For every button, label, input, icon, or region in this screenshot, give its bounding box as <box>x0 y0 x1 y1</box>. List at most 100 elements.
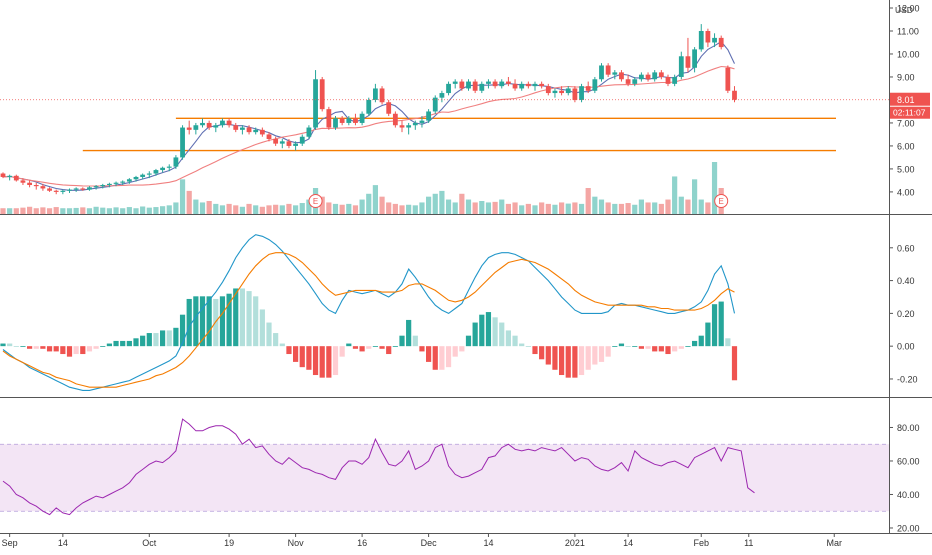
candle[interactable] <box>200 118 205 128</box>
candle[interactable] <box>339 116 345 126</box>
candle[interactable] <box>705 28 711 48</box>
candle[interactable] <box>140 173 146 180</box>
candle[interactable] <box>0 172 6 179</box>
candle[interactable] <box>113 181 119 187</box>
candle[interactable] <box>259 127 265 137</box>
candle[interactable] <box>519 81 525 91</box>
candle[interactable] <box>153 168 159 176</box>
candle[interactable] <box>240 125 245 135</box>
candle[interactable] <box>452 79 458 89</box>
candle[interactable] <box>306 125 312 140</box>
candle[interactable] <box>392 111 398 128</box>
candle[interactable] <box>266 132 272 142</box>
candle[interactable] <box>539 81 545 89</box>
candle[interactable] <box>233 122 239 133</box>
candle[interactable] <box>93 185 99 190</box>
candle[interactable] <box>459 79 465 91</box>
candle[interactable] <box>545 83 551 96</box>
last-price-badge[interactable] <box>890 92 930 106</box>
candle[interactable] <box>193 122 199 135</box>
candle[interactable] <box>532 81 538 91</box>
candle[interactable] <box>166 164 172 172</box>
candle[interactable] <box>146 171 152 179</box>
candle[interactable] <box>379 86 385 105</box>
candle[interactable] <box>60 189 66 195</box>
candle[interactable] <box>506 76 511 87</box>
candle[interactable] <box>619 70 624 82</box>
candle[interactable] <box>718 35 724 50</box>
candle[interactable] <box>426 109 431 123</box>
candle[interactable] <box>293 141 298 151</box>
candle[interactable] <box>226 118 232 128</box>
candle[interactable] <box>406 122 412 135</box>
candle[interactable] <box>486 79 491 89</box>
candle[interactable] <box>665 74 671 87</box>
earnings-marker[interactable]: E <box>308 194 323 208</box>
candle[interactable] <box>386 99 392 117</box>
candle[interactable] <box>645 72 651 82</box>
candle[interactable] <box>612 70 618 80</box>
candle[interactable] <box>492 79 498 89</box>
candle[interactable] <box>565 86 571 96</box>
candle[interactable] <box>279 139 285 149</box>
candle[interactable] <box>439 90 445 103</box>
candle[interactable] <box>80 187 86 191</box>
candle[interactable] <box>253 127 259 135</box>
candle[interactable] <box>732 86 737 103</box>
candle[interactable] <box>180 125 185 160</box>
candle[interactable] <box>625 74 631 87</box>
candle[interactable] <box>499 79 505 89</box>
candle[interactable] <box>399 120 405 133</box>
macd-pane[interactable]: -0.20 0.00 0.20 0.40 0.60 <box>0 234 918 391</box>
candle[interactable] <box>359 111 365 126</box>
candle[interactable] <box>725 65 731 94</box>
candle[interactable] <box>186 120 192 135</box>
candle[interactable] <box>599 63 604 82</box>
candle[interactable] <box>512 79 518 91</box>
candle[interactable] <box>698 24 704 52</box>
candle[interactable] <box>572 86 578 103</box>
candlestick-series[interactable] <box>0 24 737 195</box>
candle[interactable] <box>133 175 139 182</box>
candle[interactable] <box>346 116 352 126</box>
candle[interactable] <box>559 86 564 96</box>
candle[interactable] <box>220 118 225 128</box>
candle[interactable] <box>47 187 52 192</box>
candle[interactable] <box>107 182 112 188</box>
candle[interactable] <box>525 81 531 89</box>
candle[interactable] <box>299 134 305 146</box>
candle[interactable] <box>678 51 684 80</box>
candle[interactable] <box>373 83 378 103</box>
candle[interactable] <box>412 120 418 130</box>
candle[interactable] <box>246 125 252 135</box>
candle[interactable] <box>712 33 717 48</box>
candle[interactable] <box>13 174 19 182</box>
candle[interactable] <box>685 37 691 73</box>
candle[interactable] <box>446 81 451 96</box>
candle[interactable] <box>472 79 478 94</box>
candle[interactable] <box>692 47 697 73</box>
candle[interactable] <box>213 122 219 133</box>
candle[interactable] <box>120 180 126 186</box>
candle[interactable] <box>173 155 179 169</box>
candle[interactable] <box>53 189 59 195</box>
candle[interactable] <box>286 139 292 149</box>
candle[interactable] <box>585 81 591 94</box>
candle[interactable] <box>7 174 13 181</box>
support-lines[interactable] <box>82 117 836 152</box>
candle[interactable] <box>639 72 644 82</box>
candle[interactable] <box>326 106 332 130</box>
candle[interactable] <box>479 81 485 94</box>
candle[interactable] <box>552 88 558 98</box>
candle[interactable] <box>87 186 92 191</box>
candle[interactable] <box>672 74 678 87</box>
rsi-pane[interactable]: 20.00 40.00 60.00 80.00 <box>0 418 920 533</box>
candle[interactable] <box>466 79 471 91</box>
candle[interactable] <box>273 136 279 146</box>
candle[interactable] <box>353 113 358 126</box>
candle[interactable] <box>67 188 72 194</box>
candle[interactable] <box>366 97 372 117</box>
candle[interactable] <box>40 183 46 191</box>
